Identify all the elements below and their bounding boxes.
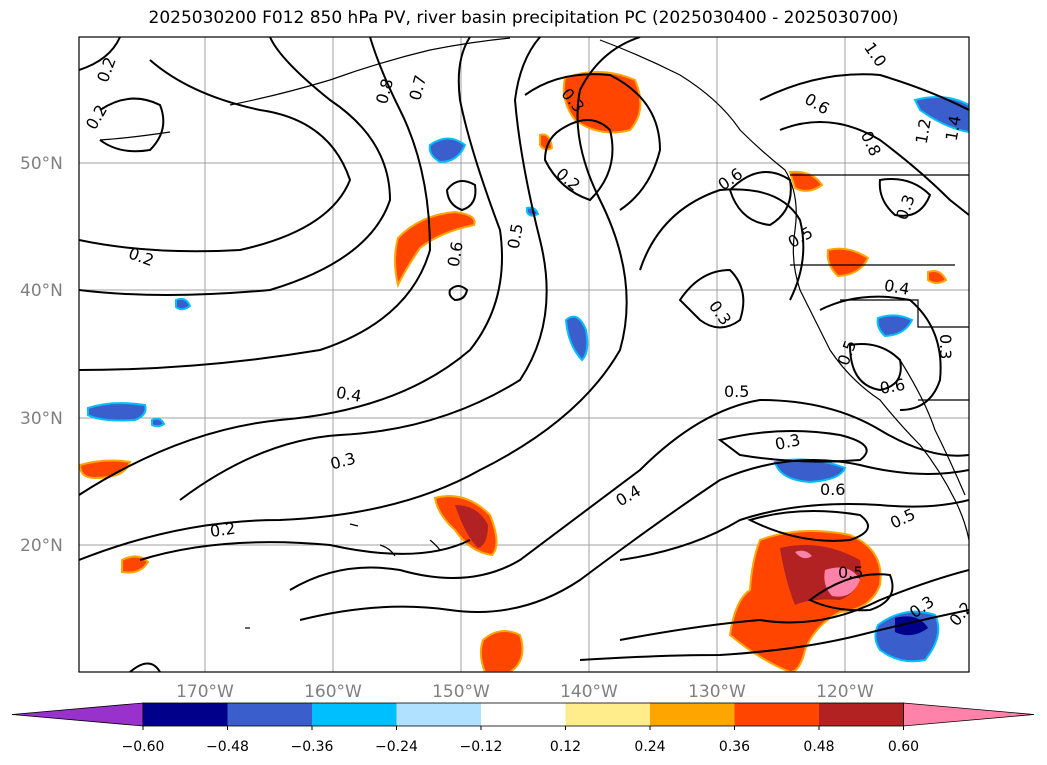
contour-label: 0.5 xyxy=(724,382,749,401)
precip-positive-region xyxy=(795,550,812,559)
precip-positive-region xyxy=(79,459,132,480)
colorbar-swatch xyxy=(650,703,735,726)
precip-positive-region xyxy=(479,630,524,672)
precip-negative-region xyxy=(151,417,166,428)
map-panel: 0.2 0.2 0.2 0.2 0.8 0.7 1.0 1.2 1.4 0.6 … xyxy=(79,37,969,672)
colorbar-swatch xyxy=(143,703,228,726)
contour-label: 0.6 xyxy=(820,480,845,499)
contour-label: 0.5 xyxy=(504,222,527,250)
colorbar-swatch xyxy=(312,703,397,726)
colorbar-tick-label: −0.24 xyxy=(375,739,418,755)
precip-anomaly-fills xyxy=(79,70,969,672)
contour-label: 0.4 xyxy=(883,276,911,299)
lon-label: 150°W xyxy=(432,682,490,702)
colorbar-tick-label: −0.60 xyxy=(122,739,165,755)
contour-label: 0.5 xyxy=(838,563,863,582)
contour-label: 0.3 xyxy=(936,334,955,359)
colorbar-frame xyxy=(142,702,904,727)
precip-positive-region xyxy=(788,170,824,192)
coastlines xyxy=(99,37,969,629)
contour-label: 1.4 xyxy=(942,114,965,142)
precip-positive-region xyxy=(927,270,948,284)
lat-labels: 50°N 40°N 30°N 20°N xyxy=(20,154,63,556)
precip-negative-region xyxy=(913,95,969,134)
colorbar-tick-label: 0.24 xyxy=(634,739,665,755)
precip-positive-region xyxy=(394,210,476,289)
colorbar-extend-min xyxy=(11,702,144,727)
lon-label: 130°W xyxy=(688,682,746,702)
precip-positive-region xyxy=(826,247,870,278)
colorbar-tick-label: −0.36 xyxy=(291,739,334,755)
contour-label: 0.3 xyxy=(773,430,802,454)
contour-label: 0.4 xyxy=(335,383,363,406)
precip-positive-region xyxy=(539,133,554,151)
colorbar-tick-label: −0.12 xyxy=(460,739,503,755)
lon-label: 160°W xyxy=(304,682,362,702)
colorbar-swatch xyxy=(819,703,904,726)
map-frame xyxy=(78,36,970,673)
colorbar: −0.60 −0.48 −0.36 −0.24 −0.12 0.12 0.24 0.36 0.4… xyxy=(11,702,1035,755)
precip-negative-region xyxy=(175,297,192,311)
contour-label: 0.6 xyxy=(444,240,467,268)
lat-label: 50°N xyxy=(20,154,63,174)
colorbar-swatch xyxy=(734,703,820,726)
colorbar-tick-label: 0.48 xyxy=(803,739,834,755)
contour-label: 0.6 xyxy=(878,375,906,398)
pv-contours xyxy=(79,37,969,672)
precip-negative-region xyxy=(428,137,467,164)
contour-label: 0.2 xyxy=(209,519,237,541)
colorbar-extend-max xyxy=(903,702,1035,727)
colorbar-swatch xyxy=(481,703,566,726)
colorbar-tick-label: 0.12 xyxy=(550,739,581,755)
precip-positive-region xyxy=(562,70,642,134)
colorbar-tick-label: 0.36 xyxy=(719,739,750,755)
lat-label: 20°N xyxy=(20,536,63,556)
lon-label: 140°W xyxy=(560,682,618,702)
precip-negative-region xyxy=(876,314,914,338)
colorbar-tick-label: 0.60 xyxy=(888,739,919,755)
colorbar-tick-label: −0.48 xyxy=(206,739,249,755)
colorbar-swatch xyxy=(396,703,482,726)
precip-positive-region xyxy=(455,505,488,548)
lat-label: 40°N xyxy=(20,281,63,301)
lon-label: 120°W xyxy=(816,682,874,702)
colorbar-swatch xyxy=(565,703,651,726)
lat-label: 30°N xyxy=(20,409,63,429)
lon-labels: 170°W 160°W 150°W 140°W 130°W 120°W xyxy=(176,682,874,702)
precip-negative-region xyxy=(87,402,147,422)
lon-label: 170°W xyxy=(176,682,234,702)
colorbar-swatch xyxy=(227,703,313,726)
map-title: 2025030200 F012 850 hPa PV, river basin … xyxy=(148,8,899,28)
contour-label: 1.2 xyxy=(912,117,935,145)
precip-negative-region xyxy=(564,315,589,362)
